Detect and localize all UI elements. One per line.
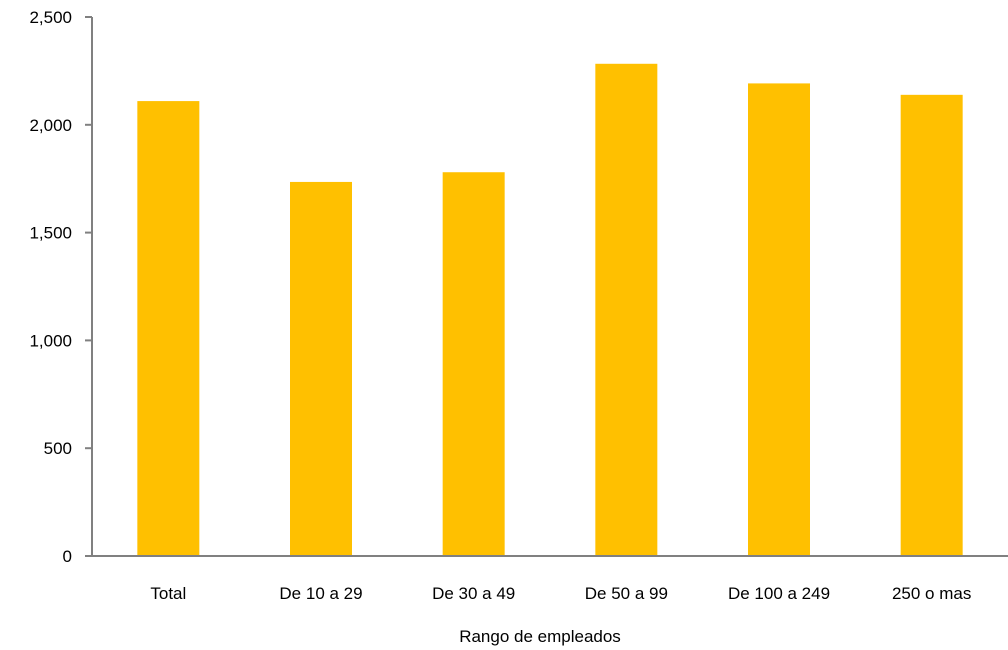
y-tick-label: 1,000 [29, 331, 72, 350]
x-axis-title: Rango de empleados [459, 627, 621, 646]
y-tick-label: 0 [63, 547, 72, 566]
y-tick-label: 500 [44, 439, 72, 458]
bar [290, 181, 352, 556]
y-tick-label: 2,000 [29, 116, 72, 135]
x-tick-label: De 10 a 29 [279, 584, 362, 603]
y-axis: 0 500 1,000 1,500 2,000 2,500 [29, 8, 93, 566]
bar [748, 83, 810, 557]
x-tick-label: De 100 a 249 [728, 584, 830, 603]
x-tick-label: 250 o mas [892, 584, 971, 603]
y-tick-label: 2,500 [29, 8, 72, 27]
x-tick-label: De 30 a 49 [432, 584, 515, 603]
x-tick-label: Total [150, 584, 186, 603]
bar [442, 172, 505, 556]
bars-group [137, 63, 963, 557]
y-tick-label: 1,500 [29, 224, 72, 243]
bar [900, 94, 963, 556]
bar [137, 101, 200, 557]
bar [595, 63, 658, 557]
x-tick-label: De 50 a 99 [585, 584, 668, 603]
x-axis: Total De 10 a 29 De 30 a 49 De 50 a 99 De 10… [92, 555, 1008, 603]
